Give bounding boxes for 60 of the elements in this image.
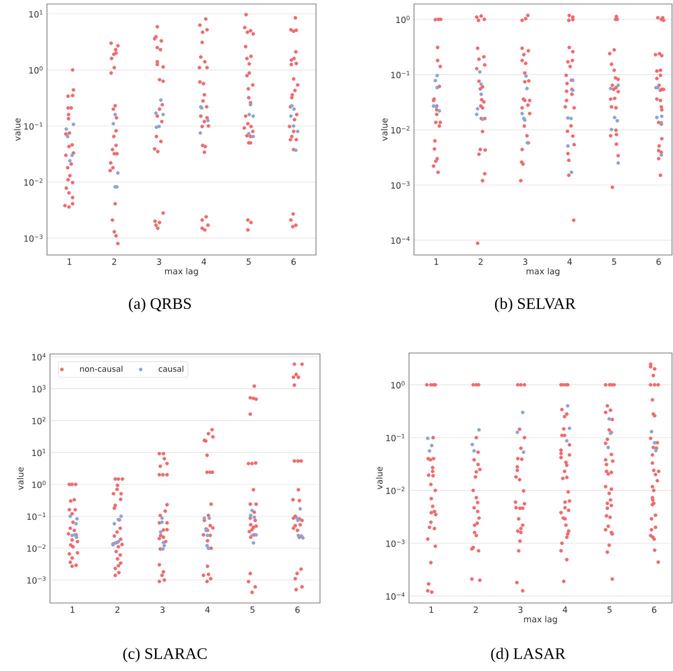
y-tick-label: 10$^{−2}$ [391,126,410,134]
y-tick-label: 10$^{0}$ [32,480,46,488]
y-tick-label: 10$^{−3}$ [27,576,46,584]
x-axis-title: max lag [524,616,557,624]
x-tick-label: 3 [523,258,528,265]
y-tick-label: 10$^{−1}$ [27,512,46,520]
x-tick-label: 4 [202,258,206,265]
x-tick-label: 5 [608,606,612,613]
y-tick-label: 10$^{−1}$ [391,70,410,78]
x-tick-label: 6 [656,258,661,265]
x-tick-label: 4 [567,258,572,265]
y-axis-title: value [14,118,21,141]
y-tick-label: 10$^{−2}$ [386,486,404,494]
x-tick-label: 2 [474,606,478,613]
x-tick-label: 6 [652,606,656,613]
text: (b) SELVAR [495,298,576,312]
x-tick-label: 4 [562,606,568,613]
y-tick-label: 10$^{−3}$ [391,181,410,189]
y-tick-label: 10$^{−2}$ [27,544,46,552]
x-tick-label: 5 [250,606,254,613]
y-axis-title: value [380,118,388,141]
x-tick-label: 4 [205,606,210,613]
y-tick-label: 10$^{3}$ [32,385,46,392]
y-tick-label: 10$^{1}$ [29,10,42,18]
y-tick-label: 10$^{−1}$ [386,434,404,442]
x-tick-label: 6 [291,258,296,265]
y-tick-label: 10$^{0}$ [29,66,43,74]
x-tick-label: 5 [246,258,251,265]
y-tick-label: 10$^{1}$ [32,448,46,456]
x-tick-label: 1 [70,606,74,613]
x-tick-label: 2 [112,258,116,265]
x-tick-label: 1 [68,258,72,265]
y-tick-label: 10$^{0}$ [396,16,410,24]
y-tick-label: 10$^{−2}$ [24,178,42,186]
x-tick-label: 6 [295,606,300,613]
legend-label: causal [158,366,184,372]
y-tick-label: 10$^{4}$ [32,353,46,360]
y-axis-title: value [376,466,383,490]
y-tick-label: 10$^{−4}$ [386,592,405,600]
text: (c) SLARAC [123,648,207,662]
y-tick-label: 10$^{2}$ [32,416,46,424]
x-tick-label: 1 [430,606,434,613]
text: (a) QRBS [128,298,191,312]
text: (d) LASAR [491,648,566,662]
x-axis-title: max lag [526,268,560,276]
y-tick-label: 10$^{−1}$ [24,122,42,130]
x-tick-label: 2 [115,606,120,613]
y-tick-label: 10$^{0}$ [391,381,405,388]
x-axis-title: max lag [165,268,198,276]
x-tick-label: 5 [612,258,616,265]
legend-label: non-causal [80,366,122,372]
x-tick-label: 3 [157,258,162,265]
y-tick-label: 10$^{−3}$ [24,234,42,242]
x-tick-label: 3 [518,606,522,613]
y-tick-label: 10$^{−4}$ [391,236,410,244]
y-tick-label: 10$^{−3}$ [386,540,404,547]
y-axis-title: value [16,467,24,490]
x-tick-label: 2 [478,258,483,265]
x-tick-label: 3 [160,606,165,613]
x-tick-label: 1 [434,258,438,265]
